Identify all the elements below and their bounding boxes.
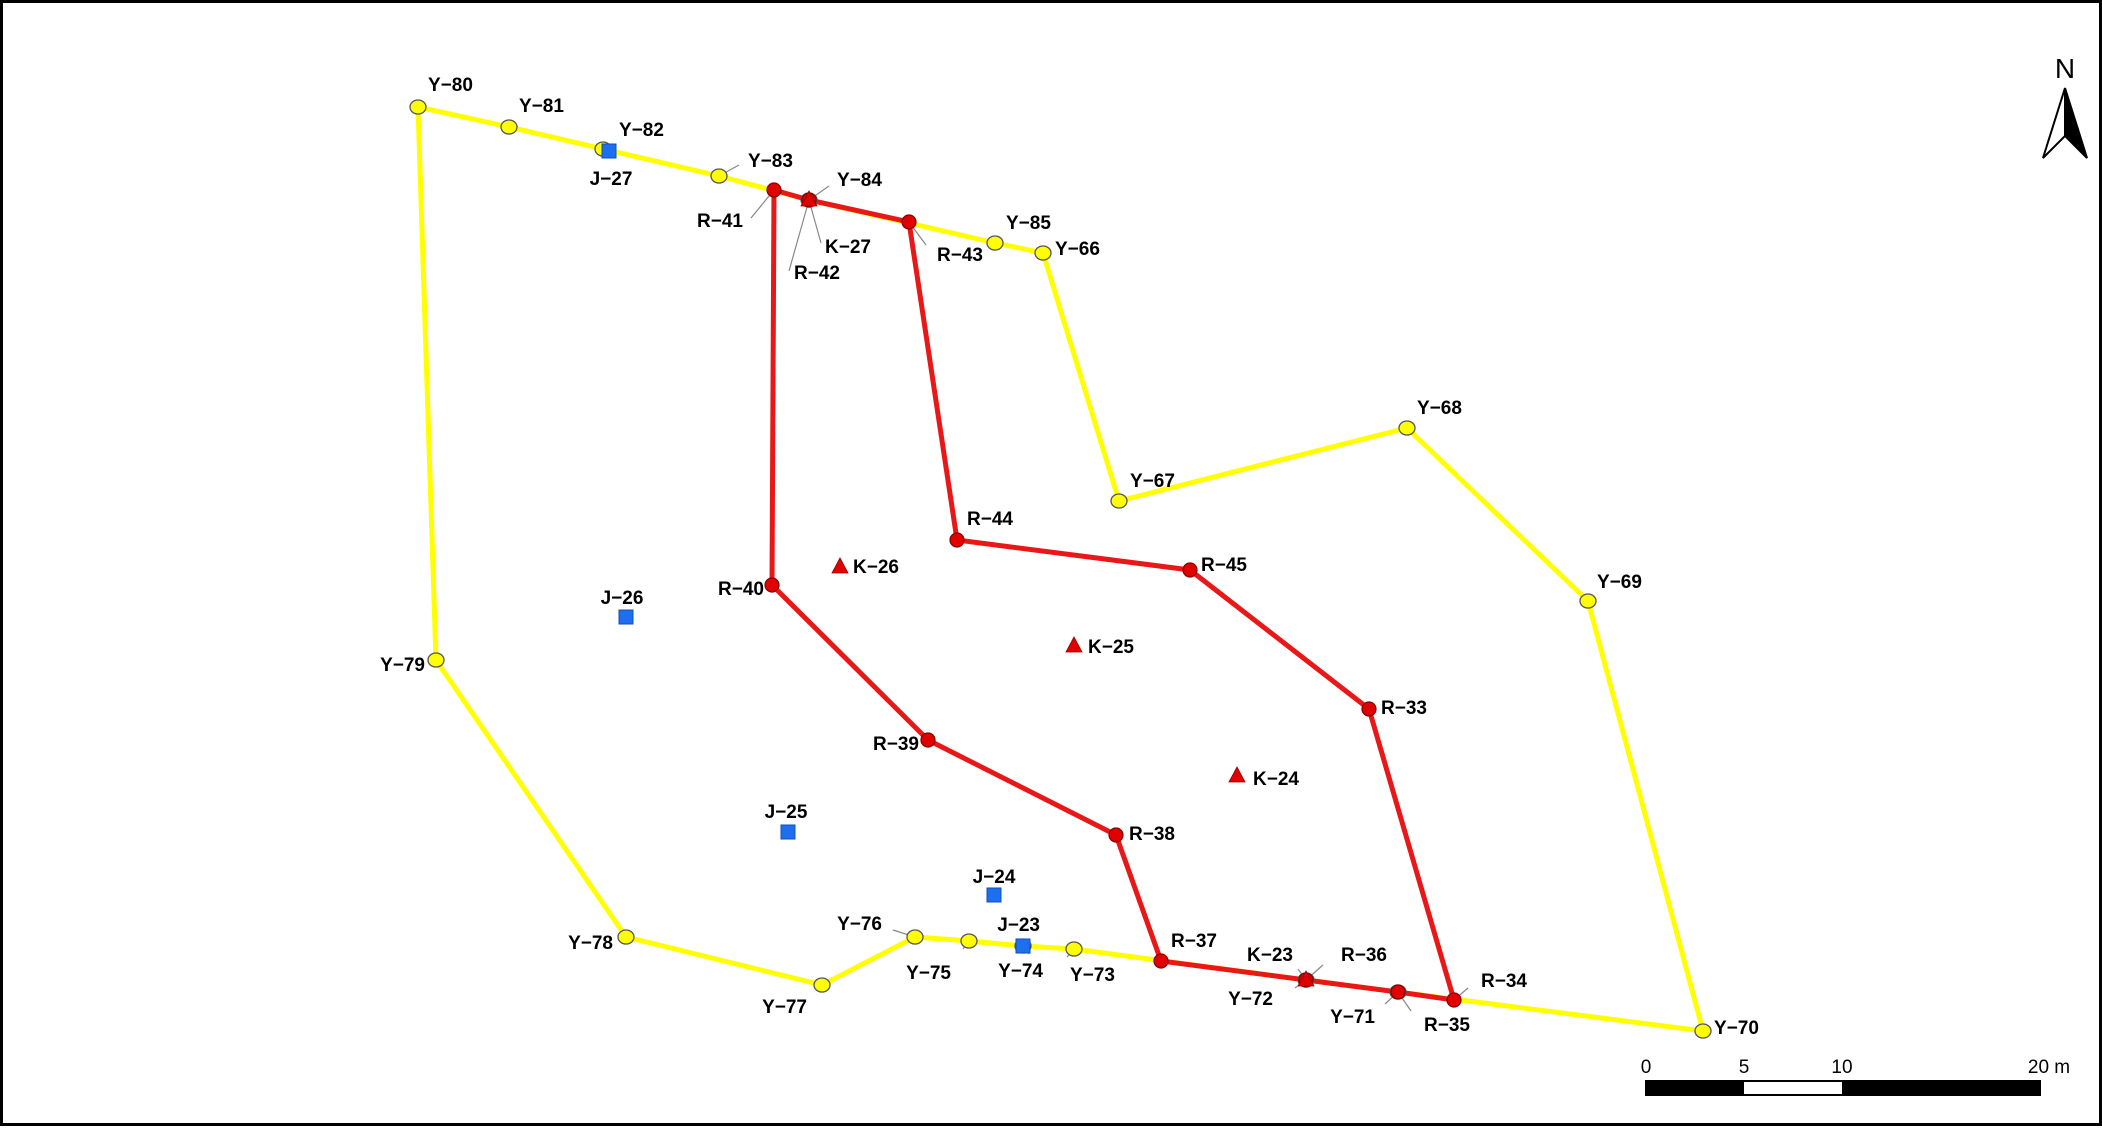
scale-tick-0: 0 <box>1641 1057 1652 1078</box>
point-y-66[interactable] <box>1034 245 1052 261</box>
label-y-67: Y−67 <box>1130 471 1175 492</box>
label-j-23: J−23 <box>997 915 1040 936</box>
label-r-33: R−33 <box>1381 698 1427 719</box>
label-k-24: K−24 <box>1253 769 1299 790</box>
label-y-85: Y−85 <box>1006 213 1051 234</box>
point-k-23[interactable] <box>1297 970 1315 987</box>
point-r-43[interactable] <box>901 214 917 230</box>
label-y-84: Y−84 <box>837 170 882 191</box>
label-r-42-leader <box>788 199 810 272</box>
point-y-68[interactable] <box>1398 420 1416 436</box>
label-y-66: Y−66 <box>1055 239 1100 260</box>
label-y-69: Y−69 <box>1597 572 1642 593</box>
point-y-83[interactable] <box>710 168 728 184</box>
label-y-80: Y−80 <box>428 75 473 96</box>
point-y-81[interactable] <box>500 119 518 135</box>
label-y-75: Y−75 <box>906 963 951 984</box>
point-r-37[interactable] <box>1153 953 1169 969</box>
north-arrow-label: N <box>2055 53 2075 84</box>
point-j-24[interactable] <box>986 887 1002 903</box>
label-j-26: J−26 <box>601 588 644 609</box>
label-j-24: J−24 <box>973 867 1016 888</box>
label-y-78: Y−78 <box>568 933 613 954</box>
scale-tick-20: 20 m <box>2028 1057 2070 1078</box>
label-r-44: R−44 <box>967 509 1013 530</box>
label-k-23: K−23 <box>1247 945 1293 966</box>
point-y-80[interactable] <box>409 99 427 115</box>
label-y-79: Y−79 <box>380 655 425 676</box>
red-survey-line <box>769 187 1457 1003</box>
point-k-25[interactable] <box>1065 636 1083 653</box>
label-y-83: Y−83 <box>748 151 793 172</box>
point-y-77[interactable] <box>813 977 831 993</box>
label-r-41: R−41 <box>697 211 743 232</box>
label-y-77: Y−77 <box>762 997 807 1018</box>
label-r-38: R−38 <box>1129 824 1175 845</box>
label-y-81: Y−81 <box>519 96 564 117</box>
point-y-75[interactable] <box>960 933 978 949</box>
scale-tick-5: 5 <box>1739 1057 1750 1078</box>
point-r-35[interactable] <box>1390 984 1406 1000</box>
point-y-78[interactable] <box>617 929 635 945</box>
point-y-70[interactable] <box>1694 1023 1712 1039</box>
label-r-36: R−36 <box>1341 945 1387 966</box>
point-y-69[interactable] <box>1579 593 1597 609</box>
point-r-40[interactable] <box>764 577 780 593</box>
label-j-27: J−27 <box>590 169 633 190</box>
point-y-76[interactable] <box>906 929 924 945</box>
point-r-44[interactable] <box>949 532 965 548</box>
point-k-26[interactable] <box>831 557 849 574</box>
label-k-27: K−27 <box>825 237 871 258</box>
label-y-72: Y−72 <box>1228 989 1273 1010</box>
label-y-76: Y−76 <box>837 914 882 935</box>
north-arrow-icon: N <box>2042 53 2088 159</box>
point-y-79[interactable] <box>427 652 445 668</box>
point-k-24[interactable] <box>1228 766 1246 783</box>
point-r-38[interactable] <box>1108 827 1124 843</box>
point-r-39[interactable] <box>920 732 936 748</box>
point-j-25[interactable] <box>780 824 796 840</box>
label-y-71: Y−71 <box>1330 1007 1375 1028</box>
label-r-42: R−42 <box>794 263 840 284</box>
label-k-26: K−26 <box>853 557 899 578</box>
label-y-70: Y−70 <box>1714 1018 1759 1039</box>
point-y-85[interactable] <box>986 235 1004 251</box>
point-y-67[interactable] <box>1110 493 1128 509</box>
point-y-73[interactable] <box>1065 941 1083 957</box>
point-r-33[interactable] <box>1361 701 1377 717</box>
label-r-35: R−35 <box>1424 1015 1470 1036</box>
label-y-68: Y−68 <box>1417 398 1462 419</box>
label-y-74: Y−74 <box>998 961 1043 982</box>
label-y-82: Y−82 <box>619 120 664 141</box>
label-j-25: J−25 <box>765 802 808 823</box>
point-k-27[interactable] <box>800 190 818 207</box>
scale-tick-10: 10 <box>1831 1057 1852 1078</box>
survey-map: Y−66 Y−67 Y−68 Y−69 Y−70 Y−71 Y−72 Y−73 Y−74 Y−75… <box>380 53 2088 1096</box>
point-j-26[interactable] <box>618 609 634 625</box>
scale-bar: 0 5 10 20 m <box>1641 1057 2070 1096</box>
point-r-34[interactable] <box>1446 992 1462 1008</box>
label-r-45: R−45 <box>1201 555 1247 576</box>
label-y-73: Y−73 <box>1070 965 1115 986</box>
point-r-45[interactable] <box>1182 562 1198 578</box>
label-r-43: R−43 <box>937 245 983 266</box>
point-j-23[interactable] <box>1015 938 1031 954</box>
label-r-39: R−39 <box>873 734 919 755</box>
label-r-37: R−37 <box>1171 931 1217 952</box>
point-j-27[interactable] <box>601 143 617 159</box>
label-k-25: K−25 <box>1088 637 1134 658</box>
label-r-40: R−40 <box>718 579 764 600</box>
label-r-34: R−34 <box>1481 971 1527 992</box>
point-r-41[interactable] <box>766 182 782 198</box>
